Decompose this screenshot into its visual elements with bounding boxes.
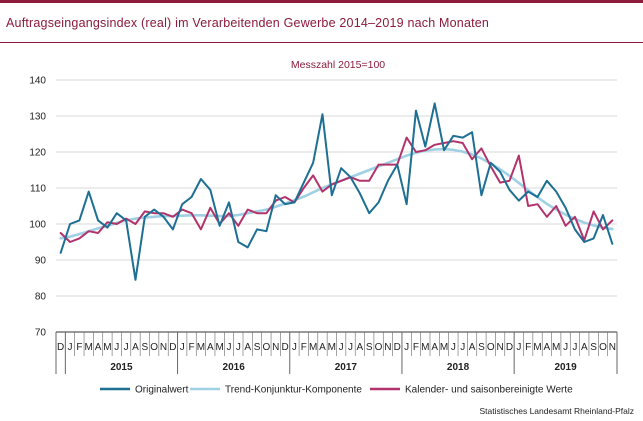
x-tick-label: S: [254, 342, 261, 353]
series-line-1: [59, 102, 614, 281]
x-tick-label: D: [394, 342, 401, 353]
x-tick-label: F: [525, 342, 531, 353]
x-tick-label: J: [404, 342, 409, 353]
y-tick-label: 130: [29, 112, 46, 123]
x-tick-label: J: [226, 342, 231, 353]
year-label: 2016: [223, 362, 246, 373]
x-tick-label: M: [215, 342, 223, 353]
y-tick-label: 120: [29, 148, 46, 159]
x-tick-label: M: [309, 342, 317, 353]
legend-label: Trend-Konjunktur-Komponente: [225, 385, 362, 396]
x-tick-label: N: [160, 342, 167, 353]
y-tick-label: 110: [30, 184, 46, 195]
x-tick-label: J: [460, 342, 465, 353]
x-tick-label: A: [581, 342, 588, 353]
x-tick-label: O: [599, 342, 607, 353]
x-tick-label: J: [451, 342, 456, 353]
x-tick-label: F: [189, 342, 195, 353]
x-tick-label: F: [413, 342, 419, 353]
x-tick-label: M: [533, 342, 541, 353]
legend-label: Originalwert: [135, 385, 189, 396]
x-tick-label: J: [572, 342, 577, 353]
legend-label: Kalender- und saisonbereinigte Werte: [405, 385, 573, 396]
y-tick-label: 140: [29, 76, 46, 87]
x-tick-label: J: [292, 342, 297, 353]
x-tick-label: D: [281, 342, 288, 353]
x-tick-label: F: [76, 342, 82, 353]
x-tick-label: J: [180, 342, 185, 353]
x-tick-label: D: [169, 342, 176, 353]
x-tick-label: A: [431, 342, 438, 353]
x-tick-label: M: [85, 342, 93, 353]
x-tick-label: A: [132, 342, 139, 353]
year-label: 2019: [554, 362, 577, 373]
x-tick-label: O: [150, 342, 158, 353]
x-tick-label: J: [563, 342, 568, 353]
x-tick-label: A: [207, 342, 214, 353]
x-tick-label: M: [440, 342, 448, 353]
x-tick-label: M: [328, 342, 336, 353]
x-tick-label: A: [357, 342, 364, 353]
year-label: 2017: [335, 362, 358, 373]
x-tick-label: N: [384, 342, 391, 353]
source-note: Statistisches Landesamt Rheinland-Pfalz: [480, 406, 635, 416]
x-tick-label: O: [487, 342, 495, 353]
title-divider: [0, 42, 643, 43]
x-tick-label: J: [124, 342, 129, 353]
x-tick-label: S: [366, 342, 373, 353]
top-border: [0, 0, 643, 3]
y-tick-label: 70: [35, 328, 47, 339]
x-tick-label: A: [95, 342, 102, 353]
x-tick-label: J: [339, 342, 344, 353]
gridlines: [56, 79, 617, 297]
x-tick-label: N: [272, 342, 279, 353]
x-tick-label: N: [497, 342, 504, 353]
page-title: Auftragseingangsindex (real) im Verarbei…: [6, 16, 490, 30]
y-tick-label: 80: [35, 292, 47, 303]
x-tick-label: J: [68, 342, 73, 353]
x-tick-label: M: [552, 342, 560, 353]
x-tick-label: J: [236, 342, 241, 353]
x-tick-label: J: [348, 342, 353, 353]
x-tick-label: O: [375, 342, 383, 353]
y-tick-label: 100: [29, 220, 46, 231]
x-tick-label: A: [469, 342, 476, 353]
x-tick-label: A: [544, 342, 551, 353]
x-tick-label: A: [244, 342, 251, 353]
x-tick-label: A: [319, 342, 326, 353]
x-tick-label: F: [301, 342, 307, 353]
y-tick-label: 90: [35, 256, 47, 267]
series-lines: [59, 102, 614, 281]
x-tick-label: M: [197, 342, 205, 353]
chart-subtitle: Messzahl 2015=100: [291, 59, 385, 71]
year-label: 2015: [110, 362, 133, 373]
x-tick-label: D: [506, 342, 513, 353]
x-tick-label: J: [516, 342, 521, 353]
x-tick-label: M: [103, 342, 111, 353]
x-tick-label: D: [57, 342, 64, 353]
legend: Originalwert Trend-Konjunktur-Komponente K…: [100, 385, 573, 396]
x-tick-label: J: [114, 342, 119, 353]
x-tick-label: S: [141, 342, 148, 353]
x-tick-label: S: [478, 342, 485, 353]
x-tick-label: O: [262, 342, 270, 353]
year-label: 2018: [447, 362, 470, 373]
x-tick-label: N: [609, 342, 616, 353]
x-tick-label: M: [421, 342, 429, 353]
x-tick-label: S: [590, 342, 597, 353]
